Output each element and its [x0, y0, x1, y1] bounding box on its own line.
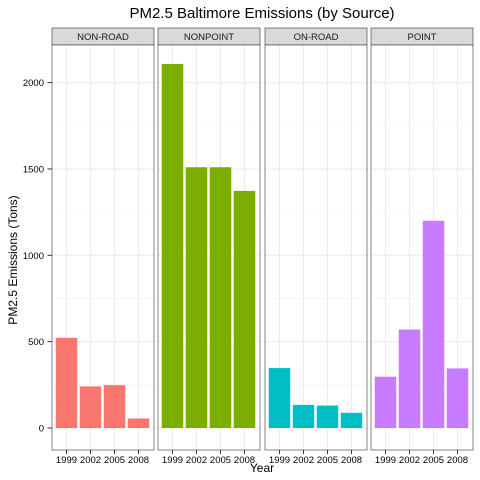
bar: [55, 337, 78, 428]
y-tick-label: 2000: [23, 78, 44, 89]
bar: [127, 418, 150, 428]
panel-border: [264, 44, 368, 451]
y-tick-label: 0: [39, 424, 44, 435]
y-axis-title: PM2.5 Emissions (Tons): [6, 195, 20, 324]
bar: [103, 385, 126, 428]
facet-strip-label: ON-ROAD: [294, 32, 339, 43]
x-tick-label: 2002: [80, 455, 101, 466]
y-tick-label: 500: [28, 337, 44, 348]
chart-title: PM2.5 Baltimore Emissions (by Source): [129, 5, 394, 22]
x-tick-label: 2008: [341, 455, 362, 466]
bar: [209, 167, 232, 428]
x-tick-label: 1999: [56, 455, 77, 466]
x-tick-label: 1999: [162, 455, 183, 466]
x-tick-label: 2008: [234, 455, 255, 466]
x-axis-title: Year: [250, 461, 274, 475]
bar: [374, 376, 397, 428]
facet-panel: NONPOINT 1999 2002 2005 2008: [157, 27, 261, 466]
bar: [161, 63, 184, 429]
panel-border: [157, 44, 261, 451]
x-tick-label: 2005: [210, 455, 231, 466]
facet-panel: POINT 1999 2002 2005 2008: [370, 27, 474, 466]
bar: [292, 404, 315, 428]
x-tick-label: 2002: [293, 455, 314, 466]
facet-strip-label: NONPOINT: [184, 32, 234, 43]
x-tick-label: 2002: [399, 455, 420, 466]
bar: [340, 412, 363, 428]
bar: [233, 190, 256, 428]
bar: [446, 368, 469, 428]
facet-panel: NON-ROAD 1999 2002 2005 2008: [51, 27, 155, 466]
y-tick-label: 1500: [23, 164, 44, 175]
panel-border: [51, 44, 155, 451]
bar: [398, 329, 421, 428]
x-tick-label: 2005: [317, 455, 338, 466]
x-tick-label: 2005: [104, 455, 125, 466]
x-tick-label: 2002: [186, 455, 207, 466]
bar: [185, 167, 208, 428]
facet-strip-label: NON-ROAD: [77, 32, 129, 43]
x-tick-label: 1999: [269, 455, 290, 466]
bar: [79, 386, 102, 428]
x-tick-label: 2008: [447, 455, 468, 466]
bar: [422, 220, 445, 428]
x-tick-label: 1999: [375, 455, 396, 466]
facet-strip-label: POINT: [407, 32, 436, 43]
x-tick-label: 2008: [128, 455, 149, 466]
y-tick-label: 1000: [23, 251, 44, 262]
facet-panel: ON-ROAD 1999 2002 2005 2008: [264, 27, 368, 466]
bar: [316, 405, 339, 428]
y-axis-ticks: 0 500 1000 1500 2000: [23, 78, 52, 435]
panel-border: [370, 44, 474, 451]
x-tick-label: 2005: [423, 455, 444, 466]
bar: [268, 368, 291, 428]
